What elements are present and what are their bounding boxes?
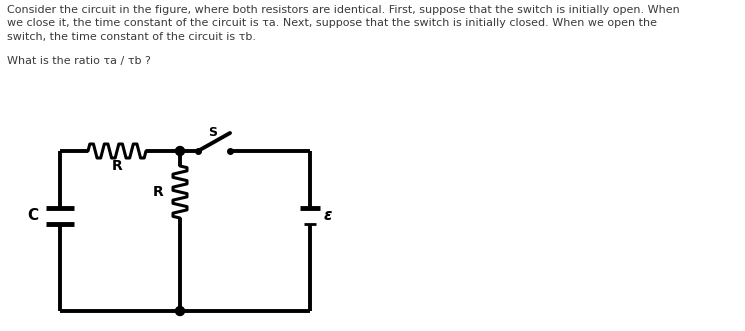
Text: we close it, the time constant of the circuit is τa. Next, suppose that the swit: we close it, the time constant of the ci… xyxy=(7,19,657,28)
Text: C: C xyxy=(27,209,38,223)
Text: R: R xyxy=(112,159,122,173)
Text: switch, the time constant of the circuit is τb.: switch, the time constant of the circuit… xyxy=(7,32,256,42)
Text: R: R xyxy=(153,185,164,199)
Text: S: S xyxy=(208,126,217,139)
Circle shape xyxy=(176,147,185,156)
Text: Consider the circuit in the figure, where both resistors are identical. First, s: Consider the circuit in the figure, wher… xyxy=(7,5,679,15)
Circle shape xyxy=(176,307,185,315)
Text: ε: ε xyxy=(324,209,332,223)
Text: What is the ratio τa / τb ?: What is the ratio τa / τb ? xyxy=(7,56,151,66)
